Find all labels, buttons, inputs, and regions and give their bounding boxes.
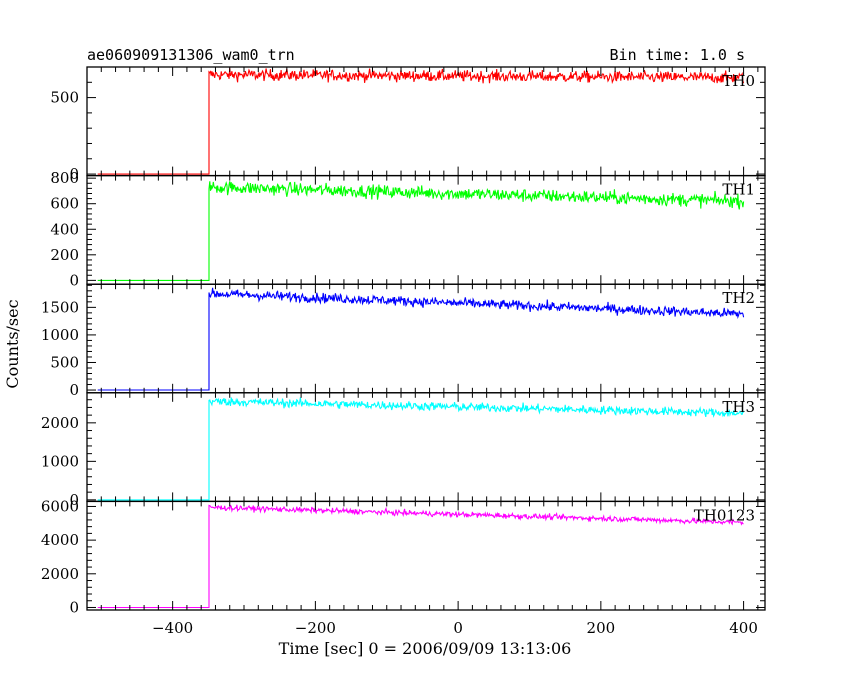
panel-label-th3: TH3 bbox=[722, 398, 755, 416]
panel-th1: 0 200 400 600 800 TH1 bbox=[50, 169, 766, 289]
y-tick-label: 0 bbox=[69, 271, 79, 289]
x-tick-label: 400 bbox=[729, 619, 758, 637]
panel-label-th0: TH0 bbox=[722, 72, 755, 90]
x-axis-label: Time [sec] 0 = 2006/09/09 13:13:06 bbox=[279, 639, 572, 658]
x-tick-label: 0 bbox=[453, 619, 463, 637]
y-tick-label: 6000 bbox=[41, 497, 79, 515]
panel-th0123: 0 2000 4000 6000 TH0123 bbox=[41, 497, 766, 616]
y-tick-label: 0 bbox=[69, 165, 79, 183]
y-tick-label: 1000 bbox=[41, 452, 79, 470]
panel-frame bbox=[86, 283, 766, 394]
panel-label-th1: TH1 bbox=[722, 181, 755, 199]
y-tick-label: 0 bbox=[69, 381, 79, 399]
x-tick-label: −400 bbox=[152, 619, 193, 637]
panel-frame bbox=[86, 66, 766, 177]
chart-title: ae060909131306_wam0_trn bbox=[87, 46, 295, 64]
y-tick-label: 600 bbox=[50, 195, 79, 213]
x-tick-label: −200 bbox=[295, 619, 336, 637]
y-tick-label: 0 bbox=[69, 491, 79, 509]
bin-time-label: Bin time: 1.0 s bbox=[610, 46, 745, 64]
y-tick-label: 800 bbox=[50, 169, 79, 187]
x-tick-label: 200 bbox=[587, 619, 616, 637]
y-tick-label: 4000 bbox=[41, 531, 79, 549]
panel-label-th2: TH2 bbox=[722, 289, 755, 307]
series-line-th2 bbox=[97, 287, 745, 391]
y-tick-label: 0 bbox=[69, 598, 79, 616]
panel-frame bbox=[86, 500, 766, 611]
y-tick-label: 400 bbox=[50, 220, 79, 238]
y-tick-label: 1500 bbox=[41, 298, 79, 316]
panel-th2: 0 500 1000 1500 TH2 bbox=[41, 283, 766, 399]
y-tick-label: 500 bbox=[50, 353, 79, 371]
y-tick-label: 200 bbox=[50, 246, 79, 264]
y-tick-label: 2000 bbox=[41, 565, 79, 583]
series-line-th1 bbox=[97, 181, 745, 281]
panels-group: 0 500 TH0 0 200 400 600 800 TH1 0 500 1000 1500 TH2 0 1… bbox=[41, 66, 766, 637]
series-line-th3 bbox=[97, 397, 745, 501]
series-line-th0 bbox=[97, 68, 745, 175]
panel-th0: 0 500 TH0 bbox=[50, 66, 766, 183]
panel-label-th0123: TH0123 bbox=[694, 506, 755, 524]
y-tick-label: 500 bbox=[50, 89, 79, 107]
y-tick-label: 1000 bbox=[41, 326, 79, 344]
y-tick-label: 2000 bbox=[41, 414, 79, 432]
panel-th3: 0 1000 2000 TH3 bbox=[41, 392, 766, 509]
y-axis-label: Counts/sec bbox=[3, 299, 22, 388]
series-line-th0123 bbox=[97, 504, 744, 609]
